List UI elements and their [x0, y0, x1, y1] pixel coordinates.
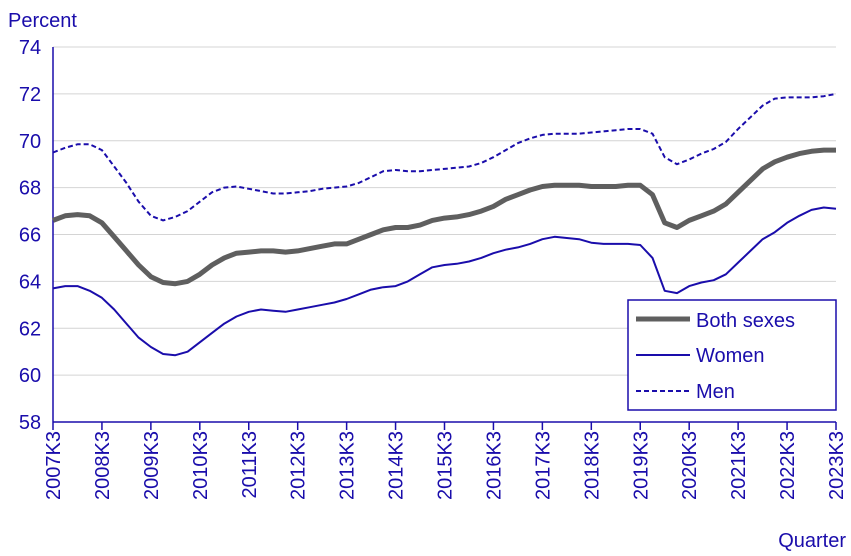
- x-tick-label-2021K3: 2021K3: [728, 431, 750, 500]
- legend-label-men: Men: [696, 381, 735, 403]
- y-tick-label-74: 74: [19, 37, 41, 59]
- y-tick-label-62: 62: [19, 318, 41, 340]
- x-tick-label-2008K3: 2008K3: [92, 431, 114, 500]
- x-tick-label-2018K3: 2018K3: [581, 431, 603, 500]
- series-line-both-sexes: [52, 147, 836, 287]
- x-tick-label-2007K3: 2007K3: [43, 431, 65, 500]
- x-tick-label-2010K3: 2010K3: [190, 431, 212, 500]
- x-tick-label-2012K3: 2012K3: [288, 431, 310, 500]
- x-tick-label-2009K3: 2009K3: [141, 431, 163, 500]
- x-tick-label-2017K3: 2017K3: [532, 431, 554, 500]
- y-tick-label-58: 58: [19, 412, 41, 434]
- series-line-women: [52, 206, 837, 357]
- x-axis: 2007K3 2008K3 2009K3 2010K3 2011K3 2012K3 2013…: [43, 47, 848, 500]
- x-tick-label-2020K3: 2020K3: [679, 431, 701, 500]
- x-tick-label-2019K3: 2019K3: [630, 431, 652, 500]
- legend-label-women: Women: [696, 345, 765, 367]
- y-axis-label: Percent: [8, 10, 77, 32]
- x-tick-label-2015K3: 2015K3: [435, 431, 457, 500]
- x-tick-label-2016K3: 2016K3: [483, 431, 505, 500]
- y-tick-label-60: 60: [19, 365, 41, 387]
- x-axis-label: Quarter: [778, 530, 846, 552]
- x-tick-label-2011K3: 2011K3: [239, 431, 261, 498]
- y-tick-label-68: 68: [19, 178, 41, 200]
- y-tick-label-70: 70: [19, 131, 41, 153]
- y-tick-label-72: 72: [19, 84, 41, 106]
- legend-label-both-sexes: Both sexes: [696, 310, 795, 332]
- x-tick-label-2022K3: 2022K3: [777, 431, 799, 500]
- series-lines: [52, 92, 837, 357]
- series-line-men: [52, 92, 837, 222]
- x-tick-label-2023K3: 2023K3: [826, 431, 848, 500]
- y-tick-label-64: 64: [19, 271, 41, 293]
- legend: Both sexes Women Men: [627, 299, 837, 411]
- y-tick-label-66: 66: [19, 225, 41, 247]
- x-tick-label-2013K3: 2013K3: [337, 431, 359, 500]
- y-tick-labels: 58 60 62 64 66 68 70 72 74: [19, 37, 41, 434]
- x-tick-label-2014K3: 2014K3: [386, 431, 408, 500]
